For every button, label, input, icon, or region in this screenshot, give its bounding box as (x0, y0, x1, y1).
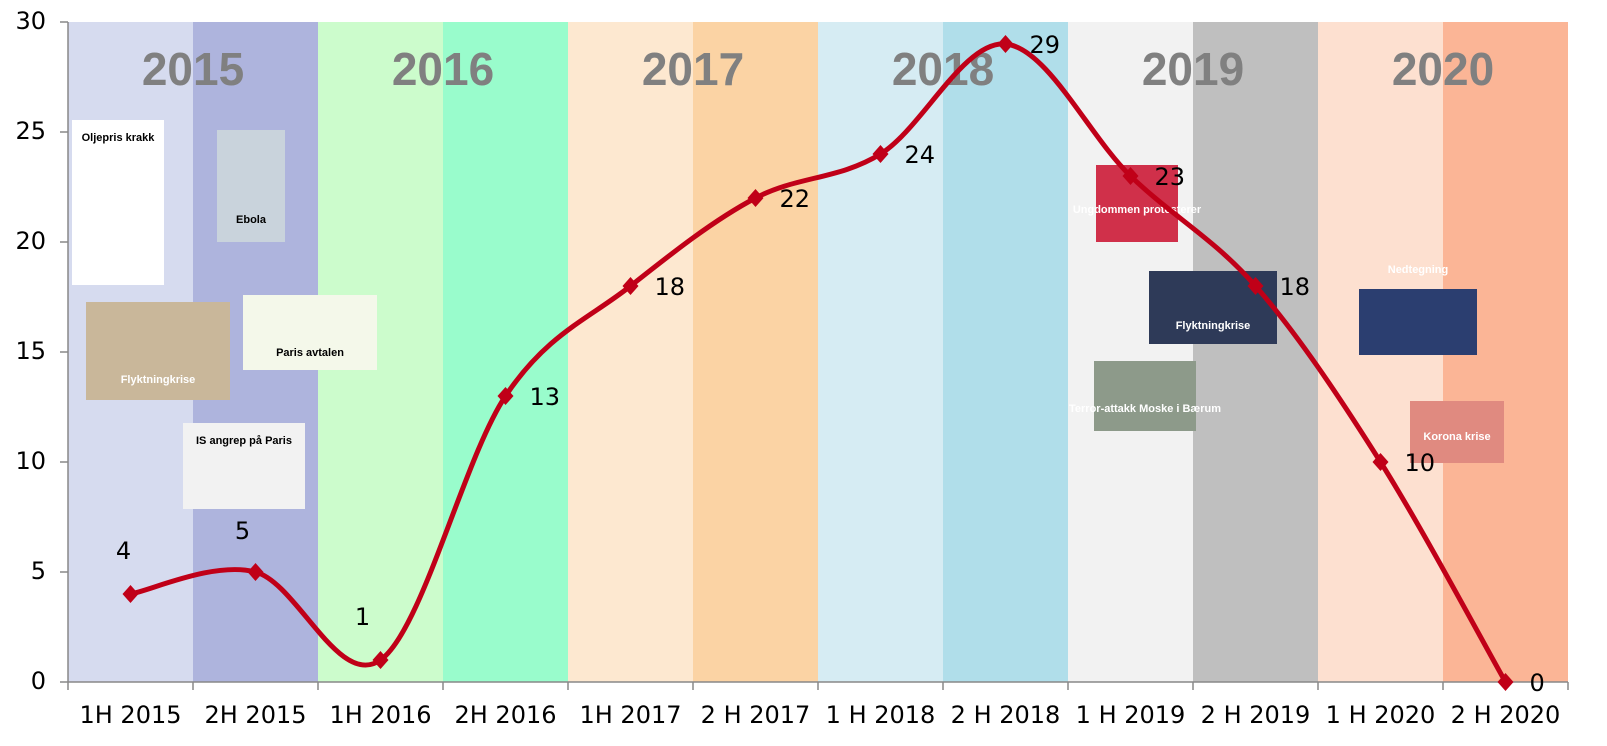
year-label: 2017 (642, 43, 744, 95)
annotation-label: Paris avtalen (276, 347, 344, 359)
x-tick-label: 1 H 2020 (1326, 701, 1436, 729)
x-tick-label: 1H 2016 (329, 701, 431, 729)
data-label: 13 (530, 383, 561, 411)
x-tick-label: 1 H 2019 (1076, 701, 1186, 729)
y-tick-label: 30 (15, 7, 46, 35)
background-band (1193, 22, 1318, 682)
annotation-label: Flyktningkrise (1176, 320, 1251, 332)
annotation-label: Ebola (236, 214, 267, 226)
annotation-label: Korona krise (1423, 431, 1490, 443)
data-label: 18 (655, 273, 686, 301)
year-label: 2019 (1142, 43, 1244, 95)
data-label: 10 (1405, 449, 1436, 477)
data-label: 22 (780, 185, 811, 213)
y-tick-label: 15 (15, 337, 46, 365)
data-label: 18 (1280, 273, 1311, 301)
annotation-label: Oljepris krakk (82, 132, 156, 144)
annotation-image (1094, 361, 1196, 431)
annotation-label: Ungdommen protesterer (1073, 204, 1202, 216)
annotation-image (72, 120, 164, 285)
data-label: 1 (355, 603, 370, 631)
x-tick-label: 2H 2016 (454, 701, 556, 729)
background-band (443, 22, 568, 682)
annotation-label: Flyktningkrise (121, 374, 196, 386)
data-label: 0 (1530, 669, 1545, 697)
background-band (943, 22, 1068, 682)
y-tick-label: 0 (31, 667, 46, 695)
chart: 201520162017201820192020Oljepris krakkEb… (0, 0, 1607, 746)
x-tick-label: 2 H 2018 (951, 701, 1061, 729)
y-tick-label: 20 (15, 227, 46, 255)
data-label: 29 (1030, 31, 1061, 59)
year-label: 2020 (1392, 43, 1494, 95)
data-label: 23 (1155, 163, 1186, 191)
y-tick-label: 25 (15, 117, 46, 145)
x-tick-label: 1 H 2018 (826, 701, 936, 729)
y-tick-label: 5 (31, 557, 46, 585)
background-band (693, 22, 818, 682)
data-label: 5 (235, 517, 250, 545)
x-tick-label: 2 H 2019 (1201, 701, 1311, 729)
annotation-label: Nedtegning (1388, 264, 1449, 276)
x-tick-label: 1H 2017 (579, 701, 681, 729)
background-band (568, 22, 693, 682)
year-label: 2015 (142, 43, 244, 95)
annotation-label: IS angrep på Paris (196, 435, 292, 447)
x-tick-label: 2 H 2020 (1451, 701, 1561, 729)
x-tick-label: 2 H 2017 (701, 701, 811, 729)
data-label: 4 (116, 537, 131, 565)
data-label: 24 (905, 141, 936, 169)
annotation-label: Terror-attakk Moske i Bærum (1069, 403, 1221, 415)
year-label: 2016 (392, 43, 494, 95)
x-tick-label: 1H 2015 (79, 701, 181, 729)
y-tick-label: 10 (15, 447, 46, 475)
background-band (818, 22, 943, 682)
annotation-image (1359, 289, 1477, 355)
x-tick-label: 2H 2015 (204, 701, 306, 729)
